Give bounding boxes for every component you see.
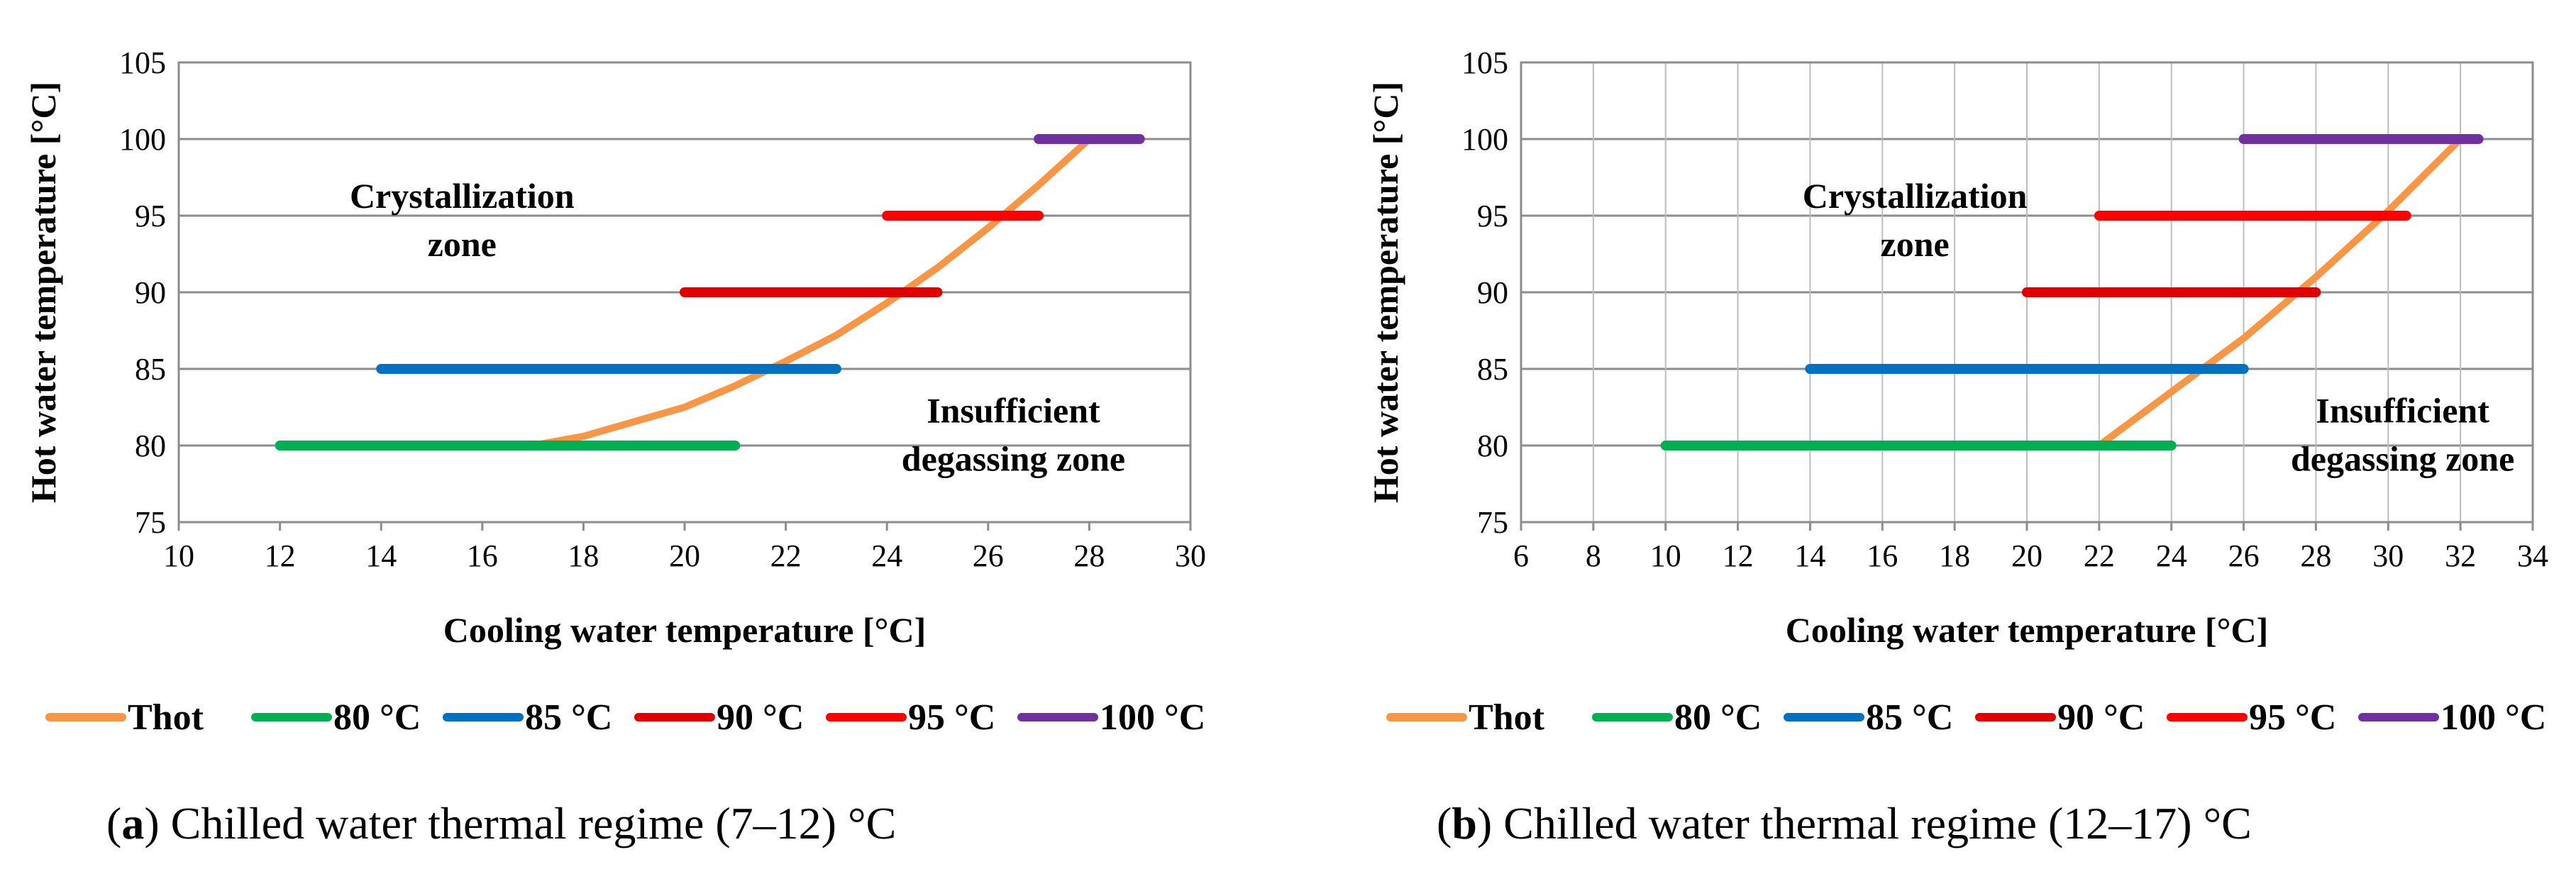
legend-label-85-c: 85 °C (525, 697, 612, 738)
annotation-crystallization: Crystallization zone (350, 176, 575, 264)
x-tick-label: 22 (2084, 538, 2115, 573)
y-tick-label: 105 (119, 45, 166, 80)
legend-label-80-c: 80 °C (1674, 697, 1762, 738)
x-tick-label: 30 (1175, 538, 1206, 573)
caption-letter: b (1452, 798, 1477, 848)
x-tick-label: 12 (265, 538, 296, 573)
caption-open-paren: ( (106, 798, 121, 848)
y-tick-label: 75 (135, 505, 166, 540)
x-tick-label: 16 (467, 538, 498, 573)
y-tick-label: 90 (1477, 275, 1508, 310)
annotation-insufficient: Insufficient degassing zone (2291, 391, 2514, 479)
chart-panel-a: 10 12 14 16 18 20 22 24 26 28 30 75 80 85 90 95 100 105 Co… (23, 45, 1206, 848)
annotation-line: Crystallization (350, 176, 575, 216)
x-tick-label: 28 (2300, 538, 2331, 573)
x-tick-label: 30 (2372, 538, 2404, 573)
legend-label-thot: Thot (128, 697, 204, 738)
y-tick-label: 100 (119, 122, 166, 157)
caption-open-paren: ( (1437, 798, 1452, 848)
legend-label-thot: Thot (1469, 697, 1545, 738)
x-tick-label: 26 (2228, 538, 2260, 573)
y-tick-label: 95 (135, 199, 166, 233)
x-tick-label: 10 (1650, 538, 1681, 573)
annotation-line: zone (1881, 224, 1950, 264)
x-tick-label: 14 (1794, 538, 1825, 573)
x-axis-title: Cooling water temperature [°C] (443, 610, 926, 650)
x-tick-label: 24 (871, 538, 902, 573)
x-tick-label: 20 (669, 538, 700, 573)
y-tick-label: 105 (1461, 45, 1508, 80)
x-tick-label: 18 (568, 538, 599, 573)
legend-label-95-c: 95 °C (908, 697, 995, 738)
annotation-line: Crystallization (1803, 176, 2028, 216)
legend-label-90-c: 90 °C (2057, 697, 2145, 738)
chart-panel-b: 6 8 10 12 14 16 18 20 22 24 26 28 30 32 34 75 80 85 90 95 10… (1366, 45, 2548, 848)
y-tick-label: 100 (1461, 122, 1508, 157)
legend-label-100-c: 100 °C (1100, 697, 1205, 738)
x-tick-label: 6 (1513, 538, 1529, 573)
x-tick-label: 24 (2156, 538, 2187, 573)
x-tick-label: 12 (1723, 538, 1754, 573)
y-tick-label: 95 (1477, 199, 1508, 233)
y-axis-title: Hot water temperature [°C] (23, 82, 63, 503)
legend-label-85-c: 85 °C (1866, 697, 1953, 738)
annotation-line: degassing zone (2291, 439, 2514, 479)
x-axis-title: Cooling water temperature [°C] (1786, 610, 2268, 650)
x-tick-label: 10 (163, 538, 194, 573)
y-axis-title: Hot water temperature [°C] (1366, 82, 1405, 503)
annotation-line: degassing zone (902, 439, 1125, 479)
series-thot (2095, 135, 2465, 449)
annotation-line: zone (428, 224, 497, 264)
caption-text: ) Chilled water thermal regime (7–12) °C (144, 798, 896, 848)
x-tick-label: 14 (365, 538, 397, 573)
legend-label-100-c: 100 °C (2440, 697, 2546, 738)
annotation-insufficient: Insufficient degassing zone (902, 391, 1125, 479)
legend-label-95-c: 95 °C (2249, 697, 2336, 738)
y-tick-label: 90 (135, 275, 166, 310)
x-tick-label: 20 (2011, 538, 2042, 573)
figure-caption: (a) Chilled water thermal regime (7–12) … (106, 798, 896, 848)
x-tick-label: 16 (1867, 538, 1898, 573)
legend-label-90-c: 90 °C (717, 697, 804, 738)
figure-caption: (b) Chilled water thermal regime (12–17)… (1437, 798, 2252, 848)
x-tick-label: 28 (1073, 538, 1105, 573)
legend-label-80-c: 80 °C (333, 697, 421, 738)
annotation-line: Insufficient (2316, 391, 2489, 431)
y-tick-label: 85 (135, 352, 166, 387)
caption-text: ) Chilled water thermal regime (12–17) °… (1477, 798, 2252, 848)
annotation-line: Insufficient (927, 391, 1100, 431)
x-tick-label: 18 (1939, 538, 1970, 573)
y-tick-label: 75 (1477, 505, 1508, 540)
y-tick-label: 80 (1477, 428, 1508, 463)
x-tick-label: 26 (973, 538, 1004, 573)
caption-letter: a (121, 798, 144, 848)
y-tick-label: 85 (1477, 352, 1508, 387)
x-tick-label: 34 (2517, 538, 2548, 573)
x-tick-label: 32 (2445, 538, 2476, 573)
annotation-crystallization: Crystallization zone (1803, 176, 2028, 264)
x-tick-label: 8 (1586, 538, 1601, 573)
x-tick-label: 22 (770, 538, 802, 573)
y-tick-label: 80 (135, 428, 166, 463)
